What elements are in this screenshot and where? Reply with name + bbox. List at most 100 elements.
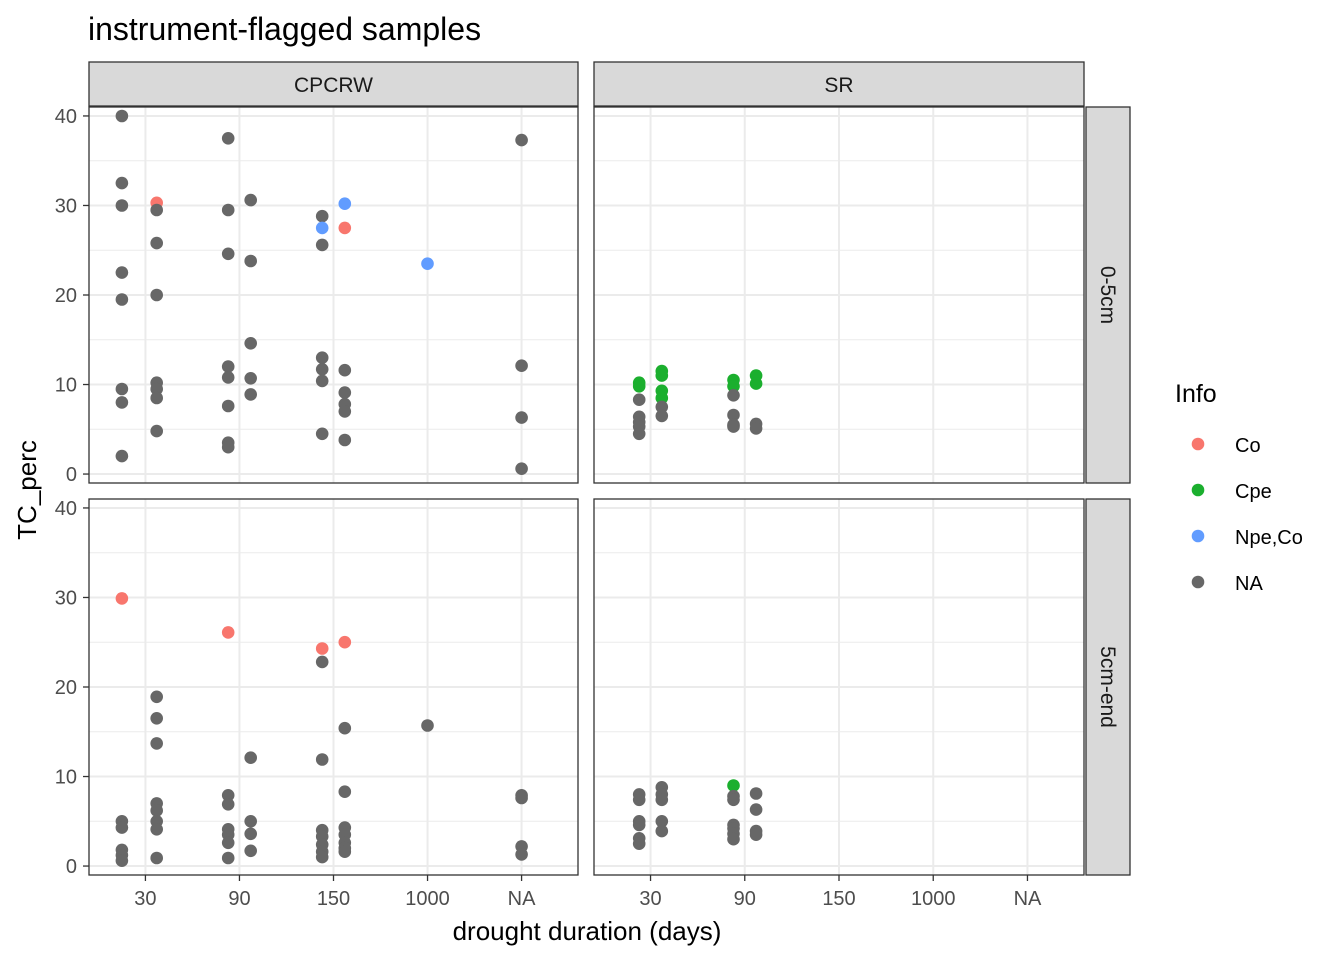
data-point-na bbox=[244, 827, 257, 841]
x-axis-label: drought duration (days) bbox=[453, 916, 722, 946]
chart-title: instrument-flagged samples bbox=[88, 11, 481, 47]
data-point-na bbox=[150, 391, 163, 405]
data-point-na bbox=[515, 791, 528, 805]
data-point-na bbox=[338, 433, 352, 447]
data-point-na bbox=[338, 785, 352, 798]
data-point-na bbox=[749, 787, 763, 800]
data-point-na bbox=[244, 254, 257, 268]
data-point-na bbox=[221, 203, 235, 217]
panel-cpcrw-5cm-end bbox=[88, 498, 579, 876]
panels bbox=[88, 106, 1085, 876]
legend-key bbox=[1191, 483, 1205, 497]
y-tick-label: 30 bbox=[55, 587, 77, 609]
y-tick-label: 40 bbox=[55, 106, 77, 128]
data-point-na bbox=[244, 388, 257, 401]
data-point-na bbox=[727, 408, 740, 422]
data-point-cpe bbox=[727, 380, 740, 393]
y-axis-label: TC_perc bbox=[12, 440, 42, 540]
data-point-na bbox=[115, 199, 129, 212]
y-tick-label: 20 bbox=[55, 677, 77, 699]
data-point-na bbox=[150, 851, 163, 865]
data-point-na bbox=[115, 266, 129, 279]
data-point-na bbox=[221, 371, 235, 384]
y-tick-label: 20 bbox=[55, 285, 77, 307]
strip-sr: SR bbox=[593, 61, 1085, 107]
x-tick-label: 150 bbox=[317, 888, 350, 910]
data-point-cpe bbox=[655, 369, 669, 382]
data-point-na bbox=[315, 363, 329, 376]
panel-sr-5cm-end bbox=[593, 498, 1085, 876]
x-tick-label: 90 bbox=[228, 888, 250, 910]
legend-item-cpe: Cpe bbox=[1191, 481, 1272, 503]
axes: 0 10 20 30 40 0 10 20 30 40 30 90 150 1000 NA 30 90 150 10… bbox=[55, 106, 1042, 910]
data-point-na bbox=[221, 132, 235, 145]
data-point-na bbox=[515, 848, 528, 861]
data-point-na bbox=[221, 247, 235, 261]
legend-key bbox=[1191, 437, 1205, 451]
legend-label: Npe,Co bbox=[1235, 527, 1303, 549]
strip-background bbox=[88, 61, 579, 107]
strip-background bbox=[593, 61, 1085, 107]
data-point-na bbox=[150, 203, 163, 217]
data-point-na bbox=[655, 824, 669, 838]
panel-cpcrw-0-5cm bbox=[88, 106, 579, 484]
data-point-cpe bbox=[655, 391, 669, 405]
x-tick-label: 90 bbox=[734, 888, 756, 910]
facet-strips: CPCRW SR 0-5cm 5cm-end bbox=[88, 61, 1131, 876]
data-point-na bbox=[421, 719, 434, 732]
data-point-na bbox=[150, 382, 163, 396]
x-tick-label: NA bbox=[508, 888, 536, 910]
data-point-cpe bbox=[632, 380, 646, 393]
data-point-na bbox=[115, 382, 129, 396]
data-point-na bbox=[315, 655, 329, 669]
strip-0-5cm: 0-5cm bbox=[1085, 106, 1131, 484]
legend-item-npe-co: Npe,Co bbox=[1191, 527, 1303, 549]
legend-item-co: Co bbox=[1191, 435, 1261, 457]
data-point-na bbox=[727, 793, 740, 807]
data-point-na bbox=[749, 422, 763, 435]
data-point-na bbox=[221, 789, 235, 802]
y-tick-label: 0 bbox=[66, 856, 77, 878]
legend-item-na: NA bbox=[1191, 573, 1263, 595]
legend-label: Cpe bbox=[1235, 481, 1272, 503]
data-point-na bbox=[315, 374, 329, 388]
data-point-na bbox=[115, 396, 129, 409]
data-point-na bbox=[632, 818, 646, 832]
data-point-na bbox=[315, 209, 329, 223]
data-point-na bbox=[244, 337, 257, 350]
y-tick-label: 10 bbox=[55, 767, 77, 789]
strip-5cm-end: 5cm-end bbox=[1085, 498, 1131, 876]
data-point-na bbox=[338, 405, 352, 418]
data-point-na bbox=[632, 837, 646, 850]
data-point-na bbox=[655, 815, 669, 828]
data-point-co bbox=[115, 592, 129, 605]
data-point-npe-co bbox=[421, 257, 434, 271]
data-point-na bbox=[150, 737, 163, 750]
legend-key bbox=[1191, 575, 1205, 589]
x-tick-label: 150 bbox=[822, 888, 855, 910]
data-point-na bbox=[115, 293, 129, 306]
data-point-co bbox=[338, 221, 352, 235]
panel-sr-0-5cm bbox=[593, 106, 1085, 484]
data-point-na bbox=[221, 360, 235, 373]
data-point-na bbox=[315, 850, 329, 864]
data-point-na bbox=[221, 836, 235, 850]
legend-key bbox=[1191, 529, 1205, 543]
data-point-na bbox=[315, 753, 329, 766]
data-point-na bbox=[244, 751, 257, 764]
data-point-cpe bbox=[727, 779, 740, 792]
data-point-na bbox=[115, 449, 129, 463]
data-point-na bbox=[515, 411, 528, 424]
data-point-na bbox=[749, 803, 763, 816]
data-point-na bbox=[150, 690, 163, 704]
data-point-na bbox=[315, 427, 329, 441]
data-point-na bbox=[515, 462, 528, 476]
data-point-na bbox=[749, 828, 763, 841]
data-point-na bbox=[632, 793, 646, 807]
data-point-na bbox=[244, 193, 257, 207]
strip-label: 5cm-end bbox=[1096, 646, 1119, 728]
data-point-na bbox=[338, 363, 352, 377]
data-point-na bbox=[115, 854, 129, 867]
y-tick-label: 30 bbox=[55, 195, 77, 217]
